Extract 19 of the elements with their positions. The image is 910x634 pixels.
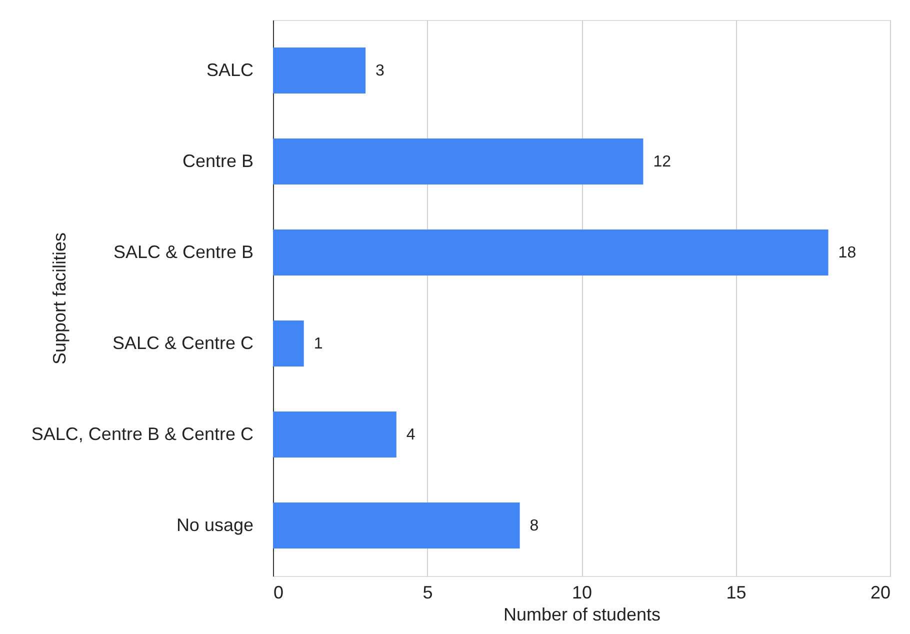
y-tick-label: SALC [206, 60, 254, 80]
data-label: 8 [530, 518, 539, 534]
x-tick-label: 5 [422, 582, 433, 602]
y-tick-label: SALC & Centre C [112, 333, 254, 353]
data-label: 4 [406, 426, 416, 444]
y-tick-label: No usage [176, 515, 254, 535]
x-tick-label: 0 [274, 582, 284, 602]
y-axis-title: Support facilities [50, 232, 70, 365]
data-label: 18 [838, 244, 856, 262]
x-tick-label: 10 [572, 582, 592, 602]
data-label: 12 [653, 154, 672, 170]
y-tick-label: SALC, Centre B & Centre C [31, 424, 254, 444]
data-label: 3 [376, 62, 385, 80]
data-label: 1 [314, 336, 323, 352]
y-tick-label: Centre B [182, 151, 254, 171]
y-tick-label: SALC & Centre B [113, 242, 254, 262]
x-tick-label: 15 [726, 582, 746, 602]
x-axis-title: Number of students [503, 604, 661, 624]
x-tick-label: 20 [870, 582, 890, 602]
